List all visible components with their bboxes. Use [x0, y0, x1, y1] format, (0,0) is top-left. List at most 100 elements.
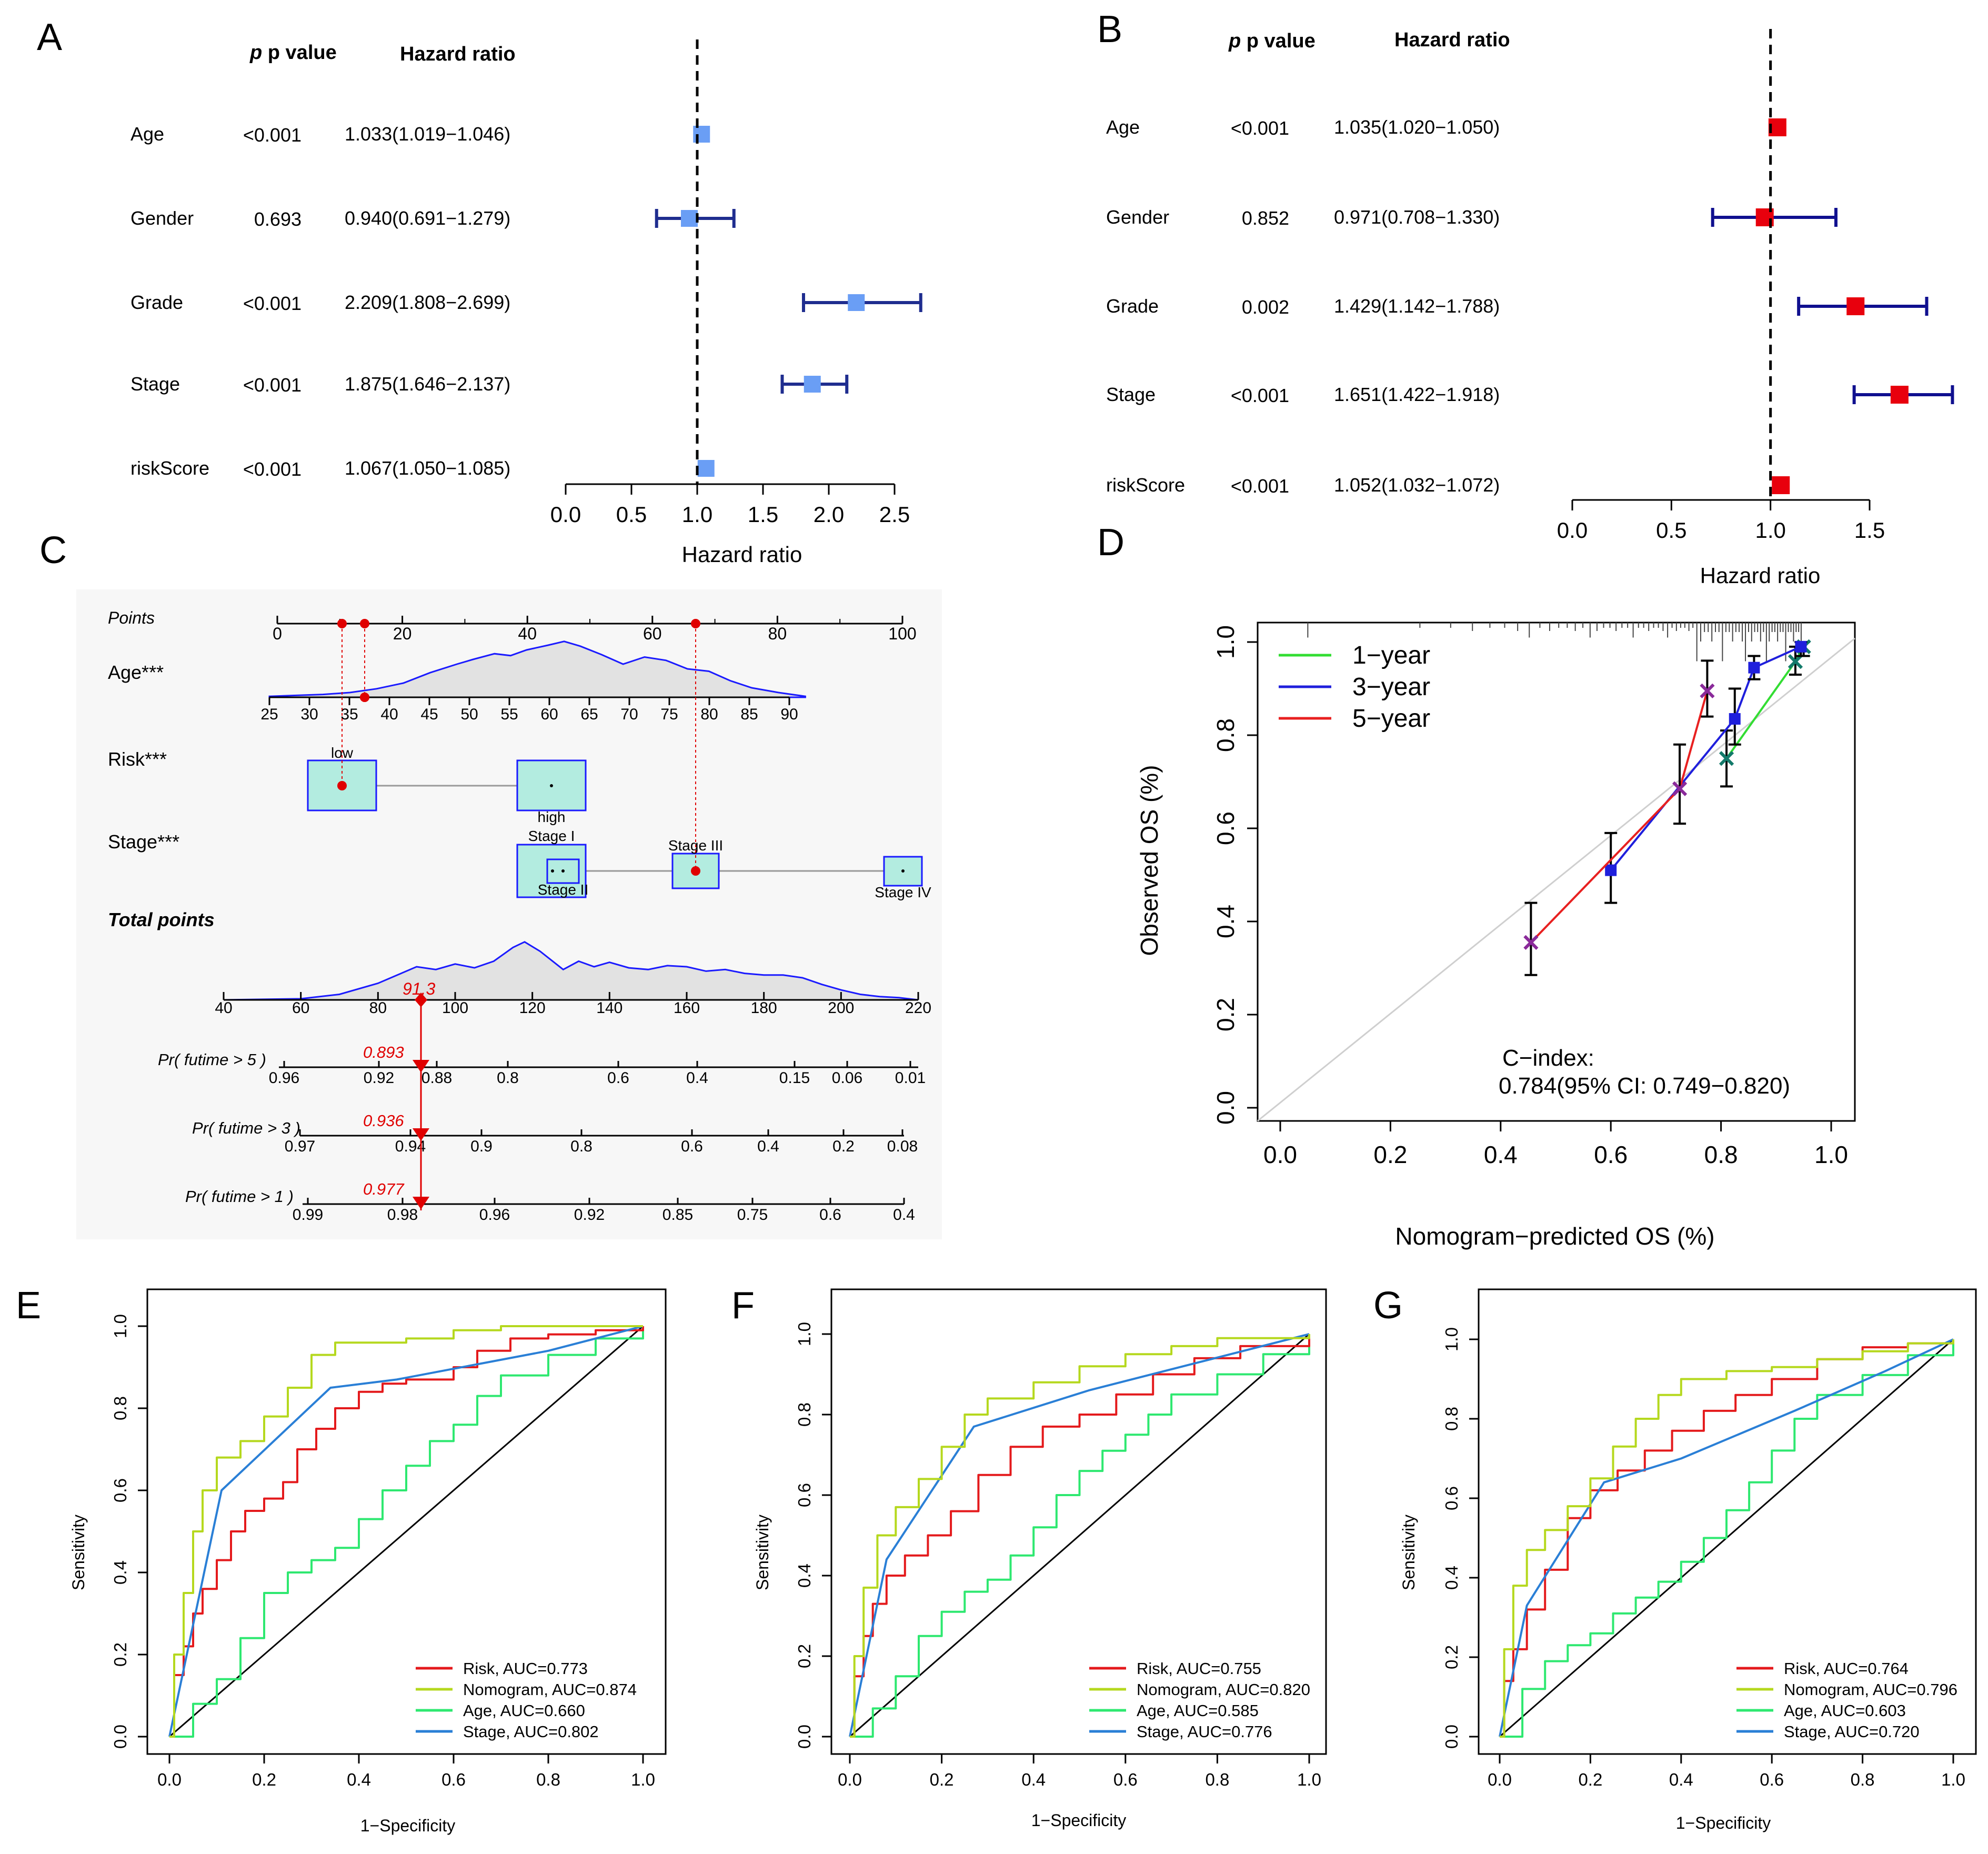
forest-a-col-hr: Hazard ratio — [400, 43, 516, 65]
forest-row-label: Age — [1106, 116, 1140, 138]
forest-x-tick-label: 0.5 — [1656, 518, 1686, 543]
roc-x-tick-label: 0.6 — [441, 1770, 466, 1789]
forest-row-label: Gender — [1106, 206, 1169, 228]
nomo-total-tick-label: 60 — [292, 999, 309, 1017]
calib-y-tick-label: 1.0 — [1212, 625, 1239, 659]
nomo-points-tick-label: 20 — [393, 624, 412, 643]
calib-legend-label: 1−year — [1352, 642, 1430, 669]
nomo-age-tick-label: 55 — [500, 706, 518, 723]
calib-x-tick-label: 0.4 — [1484, 1141, 1518, 1168]
nomo-age-tick-label: 60 — [540, 706, 558, 723]
nomo-points-tick-label: 100 — [888, 624, 916, 643]
calib-frame — [1257, 622, 1856, 1122]
panel-letter-g: G — [1373, 1285, 1403, 1327]
roc-frame — [1478, 1288, 1977, 1755]
nomo-age-density — [268, 640, 806, 698]
roc-curve-nomogram — [169, 1325, 643, 1738]
calib-point — [1795, 640, 1807, 653]
nomo-stage-iv-label: Stage IV — [875, 884, 931, 900]
roc-x-tick-label: 1.0 — [631, 1770, 655, 1789]
forest-point — [1890, 386, 1909, 404]
roc-curve-stage — [168, 1325, 644, 1737]
nomo-age-tick-label: 30 — [300, 706, 318, 723]
forest-b-plot: 0.0 0.5 1.0 1.5 — [1557, 29, 1954, 543]
forest-point — [848, 294, 865, 311]
roc-g-dynamic: 0.0 0.0 0.2 0.2 0.4 0.4 0.6 0.6 0.8 0.8 1.0 1.0 Risk… — [1442, 1288, 1977, 1789]
roc-y-tick-label: 0.6 — [111, 1478, 130, 1502]
nomo-surv-tick-label: 0.6 — [607, 1069, 629, 1087]
nomo-surv-tick-label: 0.99 — [293, 1206, 323, 1224]
forest-row-label: riskScore — [1106, 474, 1185, 496]
roc-y-tick-label: 0.0 — [111, 1725, 130, 1749]
roc-legend-label: Nomogram, AUC=0.796 — [1784, 1680, 1957, 1699]
calib-legend-label: 3−year — [1352, 673, 1430, 701]
roc-curve-nomogram — [850, 1334, 1310, 1738]
nomo-surv-value: 0.893 — [363, 1043, 404, 1061]
panel-letter-a: A — [37, 16, 62, 58]
calib-y-tick-label: 0.2 — [1212, 998, 1239, 1031]
nomo-risk-low-label: low — [331, 745, 354, 761]
roc-x-tick-label: 0.2 — [252, 1770, 276, 1789]
nomo-stage-label: Stage*** — [108, 831, 179, 853]
roc-y-tick-label: 0.4 — [1442, 1566, 1461, 1590]
roc-frame — [830, 1288, 1327, 1755]
calib-point — [1700, 683, 1715, 699]
nomo-points-tick-label: 80 — [768, 624, 787, 643]
forest-x-tick-label: 0.0 — [1557, 518, 1588, 543]
calib-x-tick-label: 0.6 — [1594, 1141, 1628, 1168]
nomo-points-tick-label: 40 — [518, 624, 537, 643]
roc-x-tick-label: 0.2 — [1578, 1770, 1602, 1789]
nomo-level-marker — [691, 866, 700, 876]
roc-x-tick-label: 0.8 — [1205, 1770, 1229, 1789]
calib-y-tick-label: 0.4 — [1212, 905, 1239, 938]
forest-row-label: Gender — [130, 207, 194, 229]
nomo-points-marker — [337, 619, 347, 628]
roc-x-tick-label: 0.0 — [838, 1770, 862, 1789]
nomo-stage-ii-label: Stage II — [538, 881, 589, 898]
calib-cindex-label: C−index: — [1502, 1045, 1594, 1071]
nomo-points-marker — [691, 619, 700, 628]
roc-y-tick-label: 0.4 — [111, 1560, 130, 1585]
forest-b-rows: Age <0.001 1.035(1.020−1.050) Gender 0.852 0.… — [1106, 116, 1500, 497]
nomo-surv-tick-label: 0.6 — [819, 1206, 841, 1224]
forest-row-hr: 1.035(1.020−1.050) — [1334, 116, 1500, 138]
forest-point — [681, 210, 698, 227]
nomo-age-tick-label: 80 — [700, 706, 718, 723]
roc-x-tick-label: 0.8 — [536, 1770, 560, 1789]
calib-cindex-value: 0.784(95% CI: 0.749−0.820) — [1499, 1073, 1790, 1099]
nomo-risk-high-label: high — [538, 809, 566, 825]
nomo-surv-tick-label: 0.92 — [574, 1206, 605, 1224]
forest-row-hr: 0.940(0.691−1.279) — [345, 207, 510, 229]
roc-x-tick-label: 0.0 — [157, 1770, 182, 1789]
nomo-age-tick-label: 50 — [460, 706, 478, 723]
roc-diagonal — [849, 1333, 1310, 1738]
calib-y-tick-label: 0.8 — [1212, 718, 1239, 752]
nomo-surv-tick-label: 0.75 — [737, 1206, 768, 1224]
forest-a-plot: 0.0 0.5 1.0 1.5 2.0 2.5 — [550, 39, 922, 527]
calib-y-tick-label: 0.0 — [1212, 1091, 1239, 1125]
forest-x-tick-label: 1.0 — [682, 502, 712, 527]
calib-x-tick-label: 0.8 — [1704, 1141, 1738, 1168]
roc-curve-age — [850, 1334, 1310, 1738]
forest-x-tick-label: 2.5 — [879, 502, 910, 527]
forest-row-label: Grade — [1106, 295, 1159, 317]
roc-y-tick-label: 0.0 — [1442, 1725, 1461, 1749]
forest-b-col-p: p p value — [1228, 30, 1316, 52]
roc-y-tick-label: 1.0 — [1442, 1327, 1461, 1351]
nomo-dynamic: 0 20 40 60 80 100 25 30 35 40 45 50 55 60 65 70 75 80 85 90… — [158, 616, 931, 1224]
nomo-surv-tick-label: 0.85 — [662, 1206, 693, 1224]
roc-f: 0.0 0.0 0.2 0.2 0.4 0.4 0.6 0.6 0.8 0.8 1.0 1.0 Risk… — [753, 1288, 1327, 1830]
roc-legend-label: Stage, AUC=0.776 — [1137, 1722, 1272, 1741]
nomo-surv-tick-label: 0.08 — [887, 1138, 918, 1155]
forest-x-tick-label: 1.0 — [1755, 518, 1785, 543]
roc-e: 0.0 0.0 0.2 0.2 0.4 0.4 0.6 0.6 0.8 0.8 1.0 1.0 Risk… — [69, 1288, 667, 1835]
forest-row-label: Stage — [130, 373, 180, 395]
forest-a-rows: Age <0.001 1.033(1.019−1.046) Gender 0.693 0.… — [130, 123, 510, 480]
forest-x-tick-label: 1.5 — [748, 502, 778, 527]
forest-row-label: Age — [130, 123, 164, 145]
calib-point — [1672, 781, 1688, 796]
forest-row-p: <0.001 — [243, 293, 302, 314]
roc-y-tick-label: 1.0 — [795, 1322, 814, 1346]
forest-row-p: <0.001 — [1231, 117, 1289, 139]
nomo-surv-tick-label: 0.8 — [497, 1069, 519, 1087]
